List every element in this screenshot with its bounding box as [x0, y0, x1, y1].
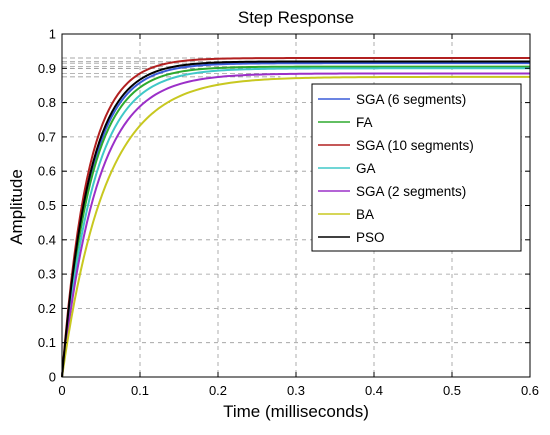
series-line — [61, 65, 530, 378]
y-tick-label: 0.2 — [38, 301, 56, 316]
series-line — [61, 67, 530, 378]
legend-label: SGA (10 segments) — [356, 138, 474, 153]
series-line — [61, 75, 530, 378]
legend-label: PSO — [356, 230, 385, 245]
y-tick-label: 0.9 — [38, 61, 56, 76]
y-tick-label: 0.1 — [38, 335, 56, 350]
y-tick-label: 0.8 — [38, 95, 56, 110]
x-tick-label: 0.6 — [521, 383, 539, 398]
x-tick-label: 0 — [58, 383, 65, 398]
x-tick-label: 0.1 — [131, 383, 149, 398]
x-axis-title: Time (milliseconds) — [223, 402, 369, 421]
x-tick-label: 0.2 — [209, 383, 227, 398]
x-tick-label: 0.4 — [365, 383, 383, 398]
series-line — [61, 60, 530, 378]
y-tick-label: 0.6 — [38, 164, 56, 179]
plot-area: 0 0.1 0.2 0.3 0.4 0.5 0.6 0 0.1 0.2 0.3 0.4 0.5 0.6 0.… — [38, 27, 539, 399]
series-line — [61, 62, 530, 378]
x-tick-label: 0.5 — [443, 383, 461, 398]
y-tick-label: 0.7 — [38, 129, 56, 144]
legend-label: SGA (2 segments) — [356, 184, 466, 199]
y-tick-label: 0.5 — [38, 198, 56, 213]
chart-title: Step Response — [238, 8, 354, 27]
y-tick-label: 0 — [49, 370, 56, 385]
y-tick-label: 0.3 — [38, 267, 56, 282]
y-tick-label: 0.4 — [38, 232, 56, 247]
legend-label: FA — [356, 115, 373, 130]
y-tick-label: 1 — [49, 27, 56, 42]
legend-label: SGA (6 segments) — [356, 92, 466, 107]
legend-label: BA — [356, 207, 374, 222]
x-tick-label: 0.3 — [287, 383, 305, 398]
series-line — [61, 72, 530, 378]
series-line — [61, 57, 530, 378]
legend-label: GA — [356, 161, 376, 176]
y-axis-title: Amplitude — [7, 169, 26, 245]
